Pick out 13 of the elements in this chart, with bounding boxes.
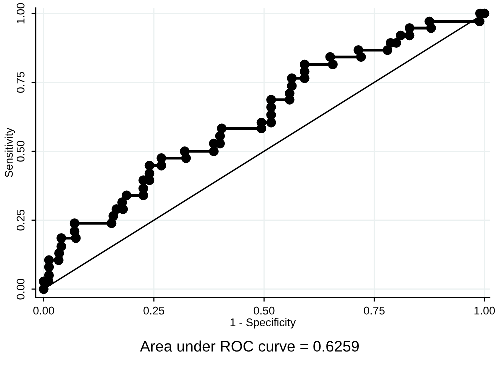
x-tick-label: 0.00 bbox=[34, 306, 54, 315]
x-axis-title: 1 - Specificity bbox=[230, 318, 296, 329]
x-tick-label: 0.75 bbox=[364, 306, 385, 315]
y-tick-label: 0.25 bbox=[16, 210, 25, 231]
y-tick-label: 1.00 bbox=[16, 3, 25, 24]
x-tick-label: 0.25 bbox=[144, 306, 164, 315]
x-tick-label: 0.50 bbox=[254, 306, 275, 315]
y-tick-label: 0.00 bbox=[16, 278, 25, 300]
text: Area under ROC curve = 0.6259 bbox=[140, 340, 360, 352]
x-tick-label: 1.00 bbox=[474, 306, 496, 315]
y-tick-label: 0.75 bbox=[16, 72, 25, 93]
y-axis-title: Sensitivity bbox=[4, 128, 16, 178]
y-tick-label: 0.50 bbox=[16, 141, 25, 162]
